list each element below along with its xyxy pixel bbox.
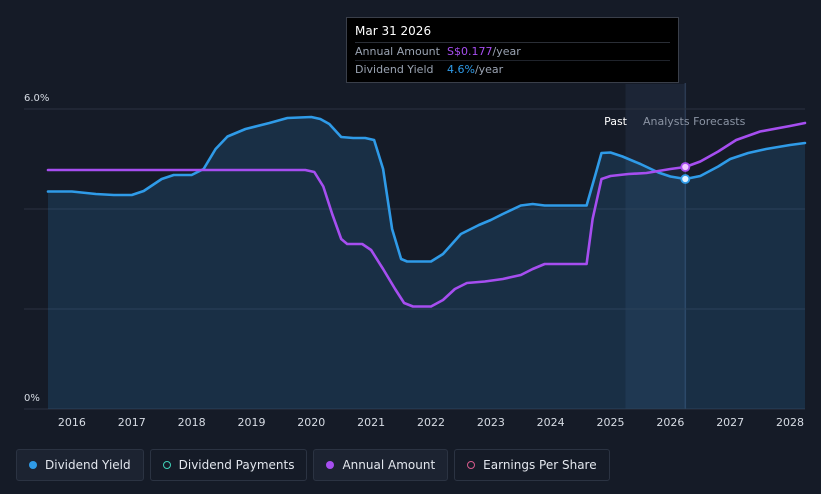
x-tick-label: 2026 bbox=[656, 416, 684, 429]
x-tick-label: 2024 bbox=[537, 416, 565, 429]
tooltip: Mar 31 2026 Annual Amount S$0.177 /year … bbox=[346, 17, 679, 83]
ring-dot-icon bbox=[162, 461, 171, 469]
x-tick-label: 2022 bbox=[417, 416, 445, 429]
legend-dividend-yield[interactable]: Dividend Yield bbox=[16, 449, 144, 481]
x-tick-label: 2023 bbox=[477, 416, 505, 429]
legend-earnings-per-share[interactable]: Earnings Per Share bbox=[454, 449, 610, 481]
tooltip-unit: /year bbox=[474, 63, 504, 76]
x-tick-label: 2018 bbox=[178, 416, 206, 429]
filled-dot-icon bbox=[326, 461, 335, 469]
x-axis: 2016 2017 2018 2019 2020 2021 2022 2023 2024 2025… bbox=[58, 416, 804, 429]
legend-label: Dividend Payments bbox=[178, 458, 295, 472]
x-tick-label: 2016 bbox=[58, 416, 86, 429]
filled-dot-icon bbox=[29, 461, 37, 469]
x-tick-label: 2027 bbox=[716, 416, 744, 429]
grid: 6.0% 0% bbox=[24, 93, 805, 410]
legend-label: Annual Amount bbox=[342, 458, 436, 472]
x-tick-label: 2019 bbox=[237, 416, 265, 429]
highlight-marker bbox=[680, 162, 691, 172]
tooltip-value: 4.6% bbox=[447, 63, 475, 76]
x-tick-label: 2028 bbox=[776, 416, 804, 429]
ring-dot-icon bbox=[467, 461, 476, 469]
legend-label: Earnings Per Share bbox=[483, 458, 597, 472]
legend-label: Dividend Yield bbox=[45, 458, 131, 472]
dividend-chart: 6.0%0% 2016 2017 2018 2019 2020 2021 2022 2023 2… bbox=[24, 83, 807, 429]
analysts-forecasts-label: Analysts Forecasts bbox=[643, 115, 746, 128]
tooltip-label: Dividend Yield bbox=[355, 63, 434, 76]
y-tick-label: 0% bbox=[24, 393, 40, 404]
x-tick-label: 2017 bbox=[118, 416, 146, 429]
legend-dividend-payments[interactable]: Dividend Payments bbox=[149, 449, 308, 481]
series-area bbox=[48, 117, 805, 409]
tooltip-label: Annual Amount bbox=[355, 45, 440, 58]
tooltip-row-annual-amount: Annual Amount S$0.177 /year bbox=[355, 43, 670, 61]
forecast-region bbox=[625, 83, 687, 409]
past-label: Past bbox=[604, 115, 628, 128]
x-tick-label: 2025 bbox=[597, 416, 625, 429]
y-tick-label: 6.0% bbox=[24, 93, 49, 104]
x-tick-label: 2020 bbox=[297, 416, 325, 429]
highlight-marker bbox=[680, 174, 691, 184]
tooltip-unit: /year bbox=[492, 45, 521, 58]
tooltip-row-dividend-yield: Dividend Yield 4.6% /year bbox=[355, 61, 670, 78]
tooltip-date: Mar 31 2026 bbox=[355, 24, 670, 43]
series-lines bbox=[46, 115, 807, 409]
series-line bbox=[46, 121, 807, 308]
forecast-band bbox=[625, 84, 686, 409]
x-tick-label: 2021 bbox=[357, 416, 385, 429]
legend-annual-amount[interactable]: Annual Amount bbox=[313, 449, 449, 481]
tooltip-value: S$0.177 bbox=[447, 45, 493, 58]
legend: Dividend Yield Dividend Payments Annual … bbox=[16, 449, 610, 481]
